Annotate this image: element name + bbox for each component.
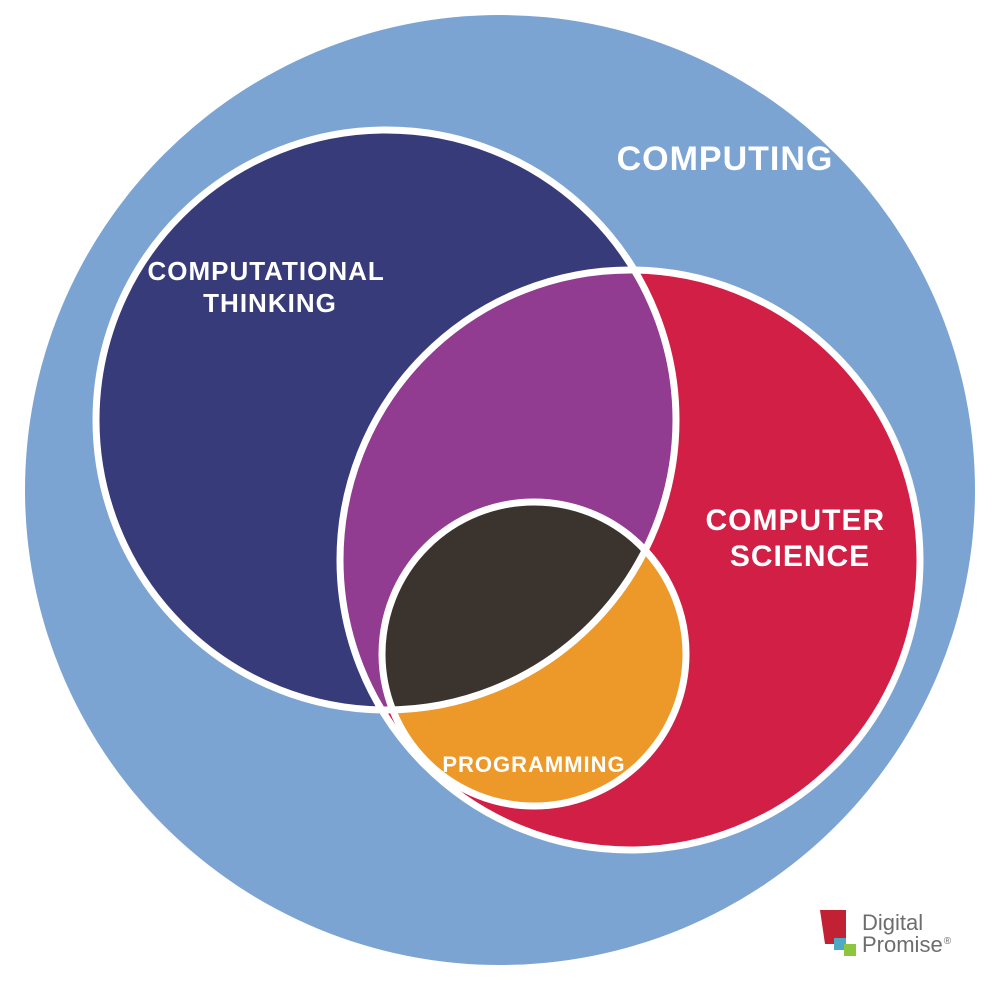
venn-diagram: COMPUTING COMPUTATIONAL THINKING COMPUTE…	[0, 0, 1001, 1001]
logo-mark-green-icon	[844, 944, 856, 956]
logo-text-line2: Promise®	[862, 932, 952, 957]
label-programming: PROGRAMMING	[442, 752, 625, 777]
digital-promise-logo: Digital Promise®	[820, 910, 952, 957]
label-computing: COMPUTING	[617, 140, 834, 178]
